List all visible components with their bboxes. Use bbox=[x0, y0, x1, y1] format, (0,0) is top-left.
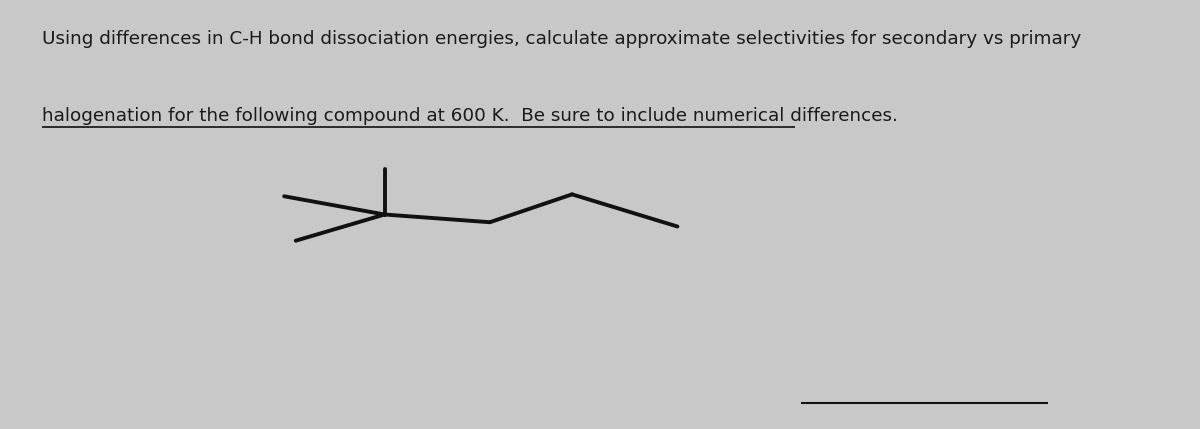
Text: Using differences in C-H bond dissociation energies, calculate approximate selec: Using differences in C-H bond dissociati… bbox=[42, 30, 1081, 48]
Text: halogenation for the following compound at 600 K.  Be sure to include numerical : halogenation for the following compound … bbox=[42, 107, 898, 125]
